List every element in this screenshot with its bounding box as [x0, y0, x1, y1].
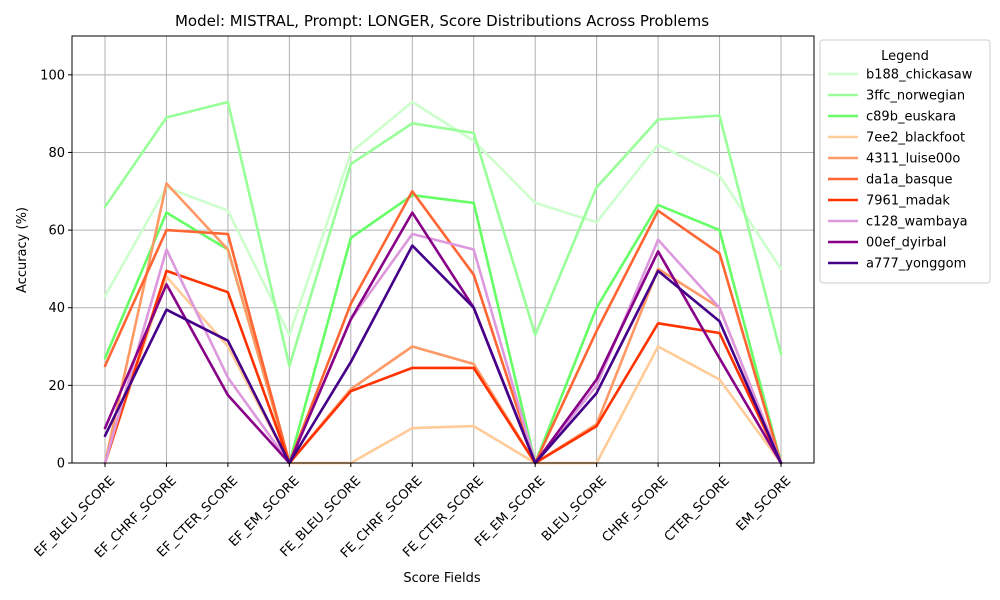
y-tick-label: 0 [57, 457, 65, 472]
legend-label-7ee2_blackfoot: 7ee2_blackfoot [866, 131, 965, 146]
legend-label-c128_wambaya: c128_wambaya [866, 215, 968, 230]
y-tick-label: 60 [48, 224, 65, 239]
y-tick-label: 100 [40, 68, 65, 83]
legend-label-b188_chickasaw: b188_chickasaw [866, 68, 973, 83]
legend: Legend b188_chickasaw 3ffc_norwegian c89b_… [820, 40, 990, 283]
legend-label-c89b_euskara: c89b_euskara [866, 110, 956, 125]
y-tick-label: 20 [48, 379, 65, 394]
y-tick-label: 40 [48, 301, 65, 316]
y-axis-label: Accuracy (%) [15, 207, 30, 293]
legend-label-7961_madak: 7961_madak [866, 194, 950, 209]
legend-label-3ffc_norwegian: 3ffc_norwegian [866, 89, 965, 104]
y-tick-label: 80 [48, 146, 65, 161]
chart-title: Model: MISTRAL, Prompt: LONGER, Score Di… [175, 12, 709, 30]
x-axis-label: Score Fields [403, 571, 481, 586]
legend-title: Legend [881, 49, 929, 64]
legend-label-da1a_basque: da1a_basque [866, 173, 952, 188]
legend-label-4311_luise00o: 4311_luise00o [866, 152, 960, 167]
legend-label-a777_yonggom: a777_yonggom [866, 257, 966, 272]
legend-label-00ef_dyirbal: 00ef_dyirbal [866, 236, 946, 251]
